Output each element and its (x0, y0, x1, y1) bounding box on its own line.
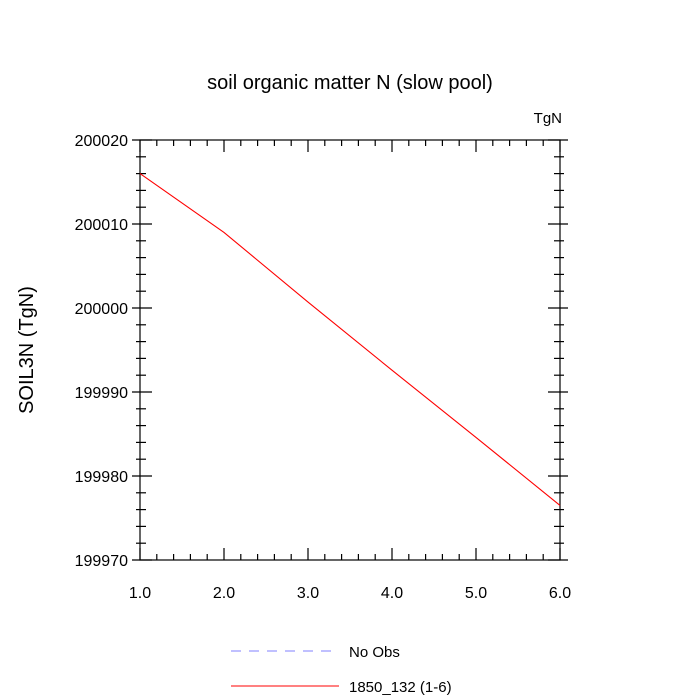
y-tick-label: 199990 (75, 385, 128, 402)
x-tick-label: 4.0 (381, 585, 403, 602)
x-tick-label: 1.0 (129, 585, 151, 602)
x-tick-label: 2.0 (213, 585, 235, 602)
units-label: TgN (534, 110, 562, 127)
y-tick-label: 199970 (75, 553, 128, 570)
series-group (139, 173, 561, 506)
legend-label: 1850_132 (1-6) (349, 679, 452, 696)
x-tick-label: 5.0 (465, 585, 487, 602)
chart-title: soil organic matter N (slow pool) (207, 72, 493, 94)
y-tick-label: 200020 (75, 133, 128, 150)
axis-ticks (132, 139, 568, 561)
y-tick-label: 199980 (75, 469, 128, 486)
legend: No Obs 1850_132 (1-6) (231, 644, 452, 696)
y-axis-label: SOIL3N (TgN) (16, 286, 38, 414)
x-tick-label: 3.0 (297, 585, 319, 602)
x-tick-label: 6.0 (549, 585, 571, 602)
y-tick-label: 200000 (75, 301, 128, 318)
series-line (139, 173, 561, 506)
legend-label: No Obs (349, 644, 400, 661)
plot-frame (139, 139, 561, 561)
y-tick-label: 200010 (75, 217, 128, 234)
axis-tick-labels: 1.0 2.0 3.0 4.0 5.0 6.0 199970 199980 199990 2000… (75, 133, 572, 602)
